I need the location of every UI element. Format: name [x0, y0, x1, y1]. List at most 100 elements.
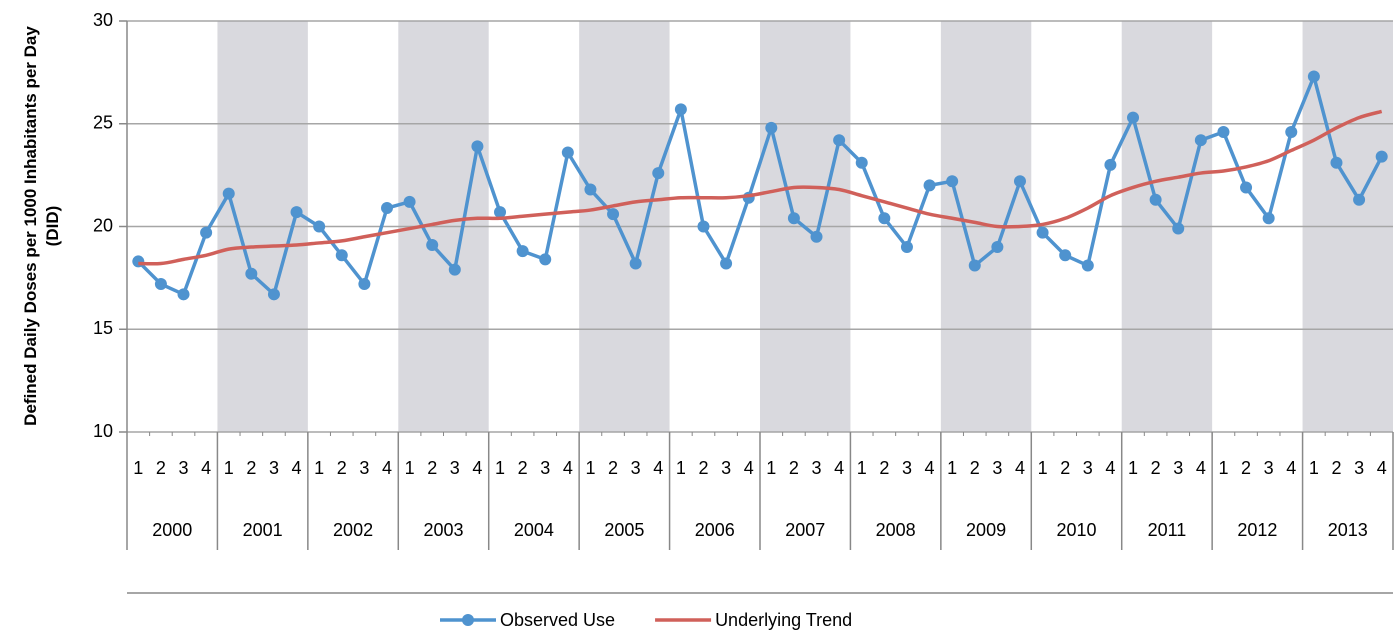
- y-axis-title: Defined Daily Doses per 1000 Inhabitants…: [21, 26, 62, 426]
- data-point: [629, 257, 642, 270]
- data-point: [494, 206, 507, 219]
- data-point: [855, 156, 868, 169]
- x-tick-label: 4: [1377, 458, 1387, 478]
- data-point: [290, 206, 303, 219]
- x-tick-label: 1: [766, 458, 776, 478]
- data-point: [516, 245, 529, 258]
- x-tick-label: 4: [1286, 458, 1296, 478]
- x-tick-label: 4: [563, 458, 573, 478]
- x-tick-label: 2: [518, 458, 528, 478]
- x-tick-label: 1: [1128, 458, 1138, 478]
- data-point: [1330, 156, 1343, 169]
- x-tick-label: 1: [585, 458, 595, 478]
- data-point: [900, 241, 913, 254]
- year-label: 2006: [695, 520, 735, 540]
- data-point: [1081, 259, 1094, 272]
- data-point: [245, 267, 258, 280]
- x-tick-label: 2: [1331, 458, 1341, 478]
- x-tick-label: 4: [201, 458, 211, 478]
- data-point: [991, 241, 1004, 254]
- x-tick-label: 3: [359, 458, 369, 478]
- x-tick-label: 3: [721, 458, 731, 478]
- x-tick-label: 1: [676, 458, 686, 478]
- x-tick-label: 2: [1151, 458, 1161, 478]
- year-label: 2009: [966, 520, 1006, 540]
- x-tick-label: 1: [1038, 458, 1048, 478]
- x-tick-label: 1: [1218, 458, 1228, 478]
- x-tick-label: 3: [1264, 458, 1274, 478]
- data-point: [923, 179, 936, 192]
- data-point: [200, 226, 213, 239]
- legend-marker: [462, 614, 474, 626]
- data-point: [607, 208, 620, 221]
- data-point: [968, 259, 981, 272]
- y-tick-label: 10: [93, 421, 113, 441]
- data-point: [720, 257, 733, 270]
- x-tick-label: 4: [1196, 458, 1206, 478]
- x-tick-label: 1: [224, 458, 234, 478]
- data-point: [380, 202, 393, 215]
- y-tick-label: 15: [93, 318, 113, 338]
- x-tick-label: 1: [947, 458, 957, 478]
- x-tick-label: 2: [337, 458, 347, 478]
- data-point: [1127, 111, 1140, 124]
- year-label: 2007: [785, 520, 825, 540]
- data-point: [1240, 181, 1253, 194]
- data-point: [946, 175, 959, 188]
- data-point: [1194, 134, 1207, 147]
- year-label: 2010: [1056, 520, 1096, 540]
- year-label: 2000: [152, 520, 192, 540]
- year-label: 2011: [1148, 520, 1187, 540]
- x-tick-label: 3: [902, 458, 912, 478]
- year-label: 2005: [604, 520, 644, 540]
- x-tick-label: 1: [857, 458, 867, 478]
- data-point: [132, 255, 145, 268]
- x-tick-label: 2: [698, 458, 708, 478]
- data-point: [810, 230, 823, 243]
- x-tick-label: 3: [1083, 458, 1093, 478]
- data-point: [222, 187, 235, 200]
- data-point: [652, 167, 665, 180]
- x-tick-label: 2: [879, 458, 889, 478]
- x-tick-label: 3: [179, 458, 189, 478]
- series-line: [138, 109, 1383, 266]
- x-tick-label: 3: [540, 458, 550, 478]
- data-point: [1013, 175, 1026, 188]
- x-tick-label: 4: [744, 458, 754, 478]
- data-point: [267, 288, 280, 301]
- data-point: [1036, 226, 1049, 239]
- data-point: [177, 288, 190, 301]
- x-tick-label: 4: [653, 458, 663, 478]
- x-tick-label: 3: [1173, 458, 1183, 478]
- year-label: 2008: [876, 520, 916, 540]
- data-point: [1217, 125, 1230, 138]
- data-point: [1172, 222, 1185, 235]
- data-point: [335, 249, 348, 262]
- x-tick-label: 3: [992, 458, 1002, 478]
- data-point: [313, 220, 326, 233]
- data-point: [584, 183, 597, 196]
- x-tick-label: 3: [1354, 458, 1364, 478]
- series-line: [137, 74, 1384, 297]
- x-tick-label: 4: [292, 458, 302, 478]
- x-tick-label: 4: [925, 458, 935, 478]
- x-tick-label: 1: [495, 458, 505, 478]
- x-tick-label: 4: [834, 458, 844, 478]
- x-tick-label: 4: [1105, 458, 1115, 478]
- x-tick-label: 2: [608, 458, 618, 478]
- x-tick-label: 3: [450, 458, 460, 478]
- x-tick-label: 1: [405, 458, 415, 478]
- year-label: 2002: [333, 520, 373, 540]
- x-tick-label: 3: [631, 458, 641, 478]
- data-point: [1285, 125, 1298, 138]
- x-tick-label: 1: [133, 458, 143, 478]
- data-point: [561, 146, 574, 159]
- year-label: 2001: [243, 520, 283, 540]
- data-point: [448, 263, 461, 276]
- x-tick-label: 2: [246, 458, 256, 478]
- x-tick-label: 2: [1060, 458, 1070, 478]
- year-label: 2004: [514, 520, 554, 540]
- data-point: [358, 278, 371, 291]
